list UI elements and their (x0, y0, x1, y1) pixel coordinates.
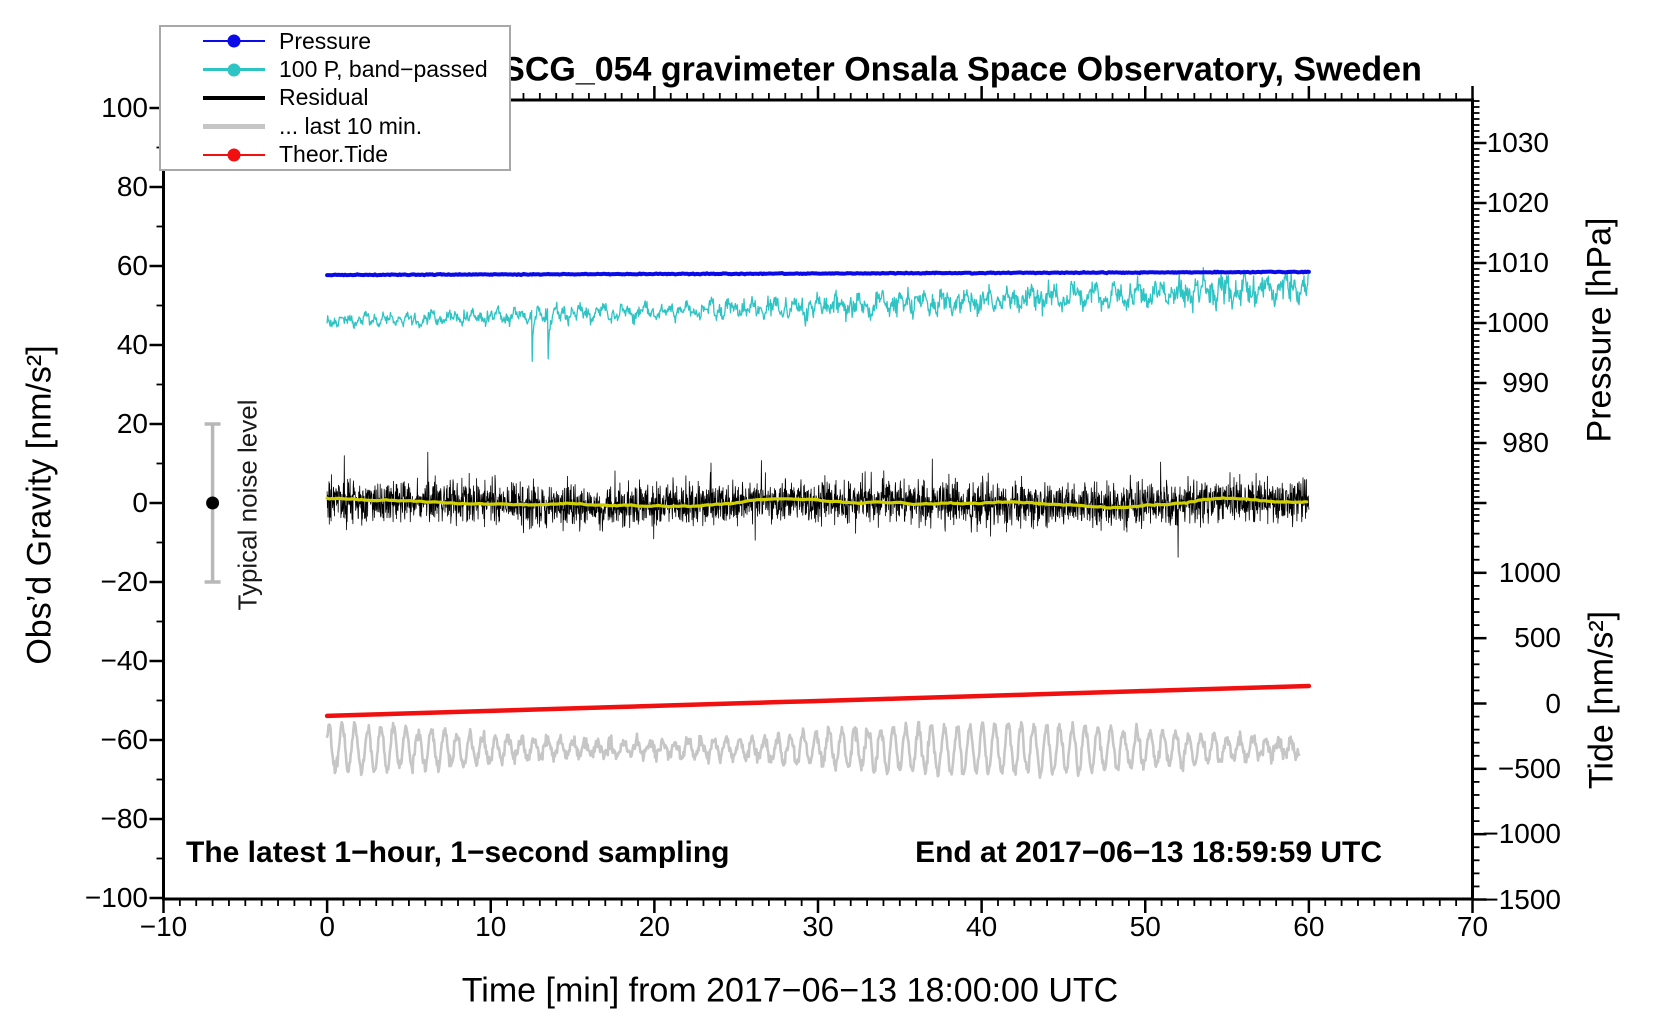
noise-level-label: Typical noise level (232, 399, 263, 611)
tide-axis-title: Tide [nm/s²] (1582, 610, 1621, 790)
legend-line-swatch (203, 63, 265, 77)
x-tick-label: 0 (319, 911, 335, 942)
gravity-tick-label: 20 (116, 408, 148, 439)
legend-dot-marker (227, 34, 241, 48)
pressure-tick-label: 1030 (1486, 127, 1549, 158)
gravity-tick-label: −80 (100, 803, 149, 834)
pressure-tick-label: 1020 (1486, 187, 1549, 218)
x-tick-label: −10 (139, 911, 188, 942)
sampling-note: The latest 1−hour, 1−second sampling (186, 836, 730, 869)
legend-item-0: Pressure (161, 27, 509, 55)
legend-dot-marker (227, 148, 241, 162)
legend-line-swatch (203, 148, 265, 162)
legend-item-3: ... last 10 min. (161, 112, 509, 140)
legend-dot-marker (227, 63, 241, 77)
legend-item-label: Theor.Tide (279, 141, 389, 168)
x-tick-label: 50 (1129, 911, 1161, 942)
gravity-tick-label: −40 (100, 645, 149, 676)
legend-item-label: Pressure (279, 27, 372, 54)
legend-item-4: Theor.Tide (161, 141, 509, 169)
end-note: End at 2017−06−13 18:59:59 UTC (915, 836, 1382, 869)
gravity-tick-label: −100 (84, 882, 148, 913)
x-tick-label: 70 (1456, 911, 1489, 942)
tide-tick-label: 500 (1514, 622, 1561, 654)
tide-tick-label: 1000 (1498, 556, 1561, 588)
gravity-tick-label: 0 (132, 487, 148, 518)
tide-tick-label: −500 (1497, 752, 1561, 784)
x-tick-label: 20 (638, 911, 670, 942)
tide-tick-label: −1000 (1482, 818, 1561, 850)
gravity-axis-title: Obs’d Gravity [nm/s²] (20, 345, 59, 665)
gravity-tick-label: −20 (100, 566, 149, 597)
pressure-tick-label: 990 (1502, 367, 1549, 398)
legend-item-2: Residual (161, 84, 509, 112)
legend-item-label: Residual (279, 84, 369, 111)
legend-item-label: 100 P, band−passed (279, 56, 488, 83)
legend-item-1: 100 P, band−passed (161, 55, 509, 83)
pressure-tick-label: 1000 (1486, 307, 1549, 338)
x-tick-label: 60 (1293, 911, 1325, 942)
legend: Pressure 100 P, band−passed Residual... la… (159, 25, 511, 171)
x-tick-label: 10 (475, 911, 507, 942)
gravity-tick-label: 100 (101, 92, 148, 123)
x-tick-label: 30 (802, 911, 834, 942)
gravity-tick-label: 40 (116, 329, 148, 360)
pressure-axis-title: Pressure [hPa] (1580, 217, 1619, 443)
legend-item-label: ... last 10 min. (279, 112, 423, 139)
pressure-tick-label: 980 (1502, 427, 1549, 458)
gravity-tick-label: −60 (100, 724, 149, 755)
legend-line-swatch (203, 124, 265, 129)
legend-line-swatch (203, 34, 265, 48)
legend-line-swatch (203, 95, 265, 100)
gravity-tick-label: 80 (116, 171, 148, 202)
x-axis-title: Time [min] from 2017−06−13 18:00:00 UTC (461, 971, 1119, 1010)
gravity-tick-label: 60 (116, 250, 148, 281)
chart-title: SCG_054 gravimeter Onsala Space Observat… (502, 50, 1422, 89)
tide-tick-label: 0 (1545, 687, 1561, 719)
tide-tick-label: −1500 (1482, 883, 1561, 915)
x-tick-label: 40 (966, 911, 998, 942)
pressure-tick-label: 1010 (1486, 247, 1549, 278)
